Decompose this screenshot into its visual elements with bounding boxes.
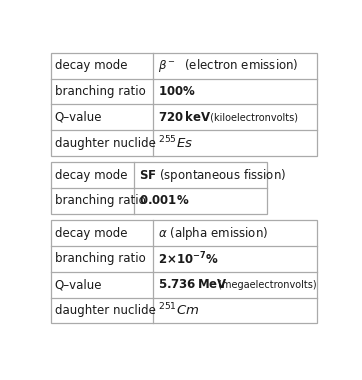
Bar bbox=[51, 220, 317, 323]
Text: $^{255}$Es: $^{255}$Es bbox=[158, 135, 193, 151]
Text: decay mode: decay mode bbox=[55, 169, 127, 182]
Bar bbox=[51, 220, 317, 323]
Text: $\mathbf{720\,keV}$: $\mathbf{720\,keV}$ bbox=[158, 110, 211, 124]
Bar bbox=[51, 162, 267, 214]
Text: decay mode: decay mode bbox=[55, 59, 127, 72]
Bar bbox=[51, 53, 317, 156]
Text: daughter nuclide: daughter nuclide bbox=[55, 136, 155, 150]
Text: decay mode: decay mode bbox=[55, 226, 127, 240]
Text: branching ratio: branching ratio bbox=[55, 252, 145, 265]
Text: branching ratio: branching ratio bbox=[55, 85, 145, 98]
Text: $\mathbf{SF}$ (spontaneous fission): $\mathbf{SF}$ (spontaneous fission) bbox=[139, 167, 286, 184]
Text: $\mathbf{100\%}$: $\mathbf{100\%}$ bbox=[158, 85, 196, 98]
Text: (megaelectronvolts): (megaelectronvolts) bbox=[215, 280, 317, 290]
Text: Q–value: Q–value bbox=[55, 278, 102, 291]
Text: branching ratio: branching ratio bbox=[55, 195, 145, 207]
Bar bbox=[51, 53, 317, 156]
Text: daughter nuclide: daughter nuclide bbox=[55, 304, 155, 317]
Text: $\mathbf{5.736\,MeV}$: $\mathbf{5.736\,MeV}$ bbox=[158, 278, 228, 291]
Bar bbox=[51, 162, 267, 214]
Text: $\mathbf{2{\times}10^{-7}\%}$: $\mathbf{2{\times}10^{-7}\%}$ bbox=[158, 250, 219, 267]
Text: (kiloelectronvolts): (kiloelectronvolts) bbox=[207, 112, 298, 122]
Text: $\it{\alpha}$ (alpha emission): $\it{\alpha}$ (alpha emission) bbox=[158, 225, 268, 242]
Text: $\it{\beta}^-$  (electron emission): $\it{\beta}^-$ (electron emission) bbox=[158, 57, 299, 74]
Text: Q–value: Q–value bbox=[55, 111, 102, 124]
Text: $\mathbf{0.001\%}$: $\mathbf{0.001\%}$ bbox=[139, 195, 189, 207]
Text: $^{251}$Cm: $^{251}$Cm bbox=[158, 302, 199, 319]
